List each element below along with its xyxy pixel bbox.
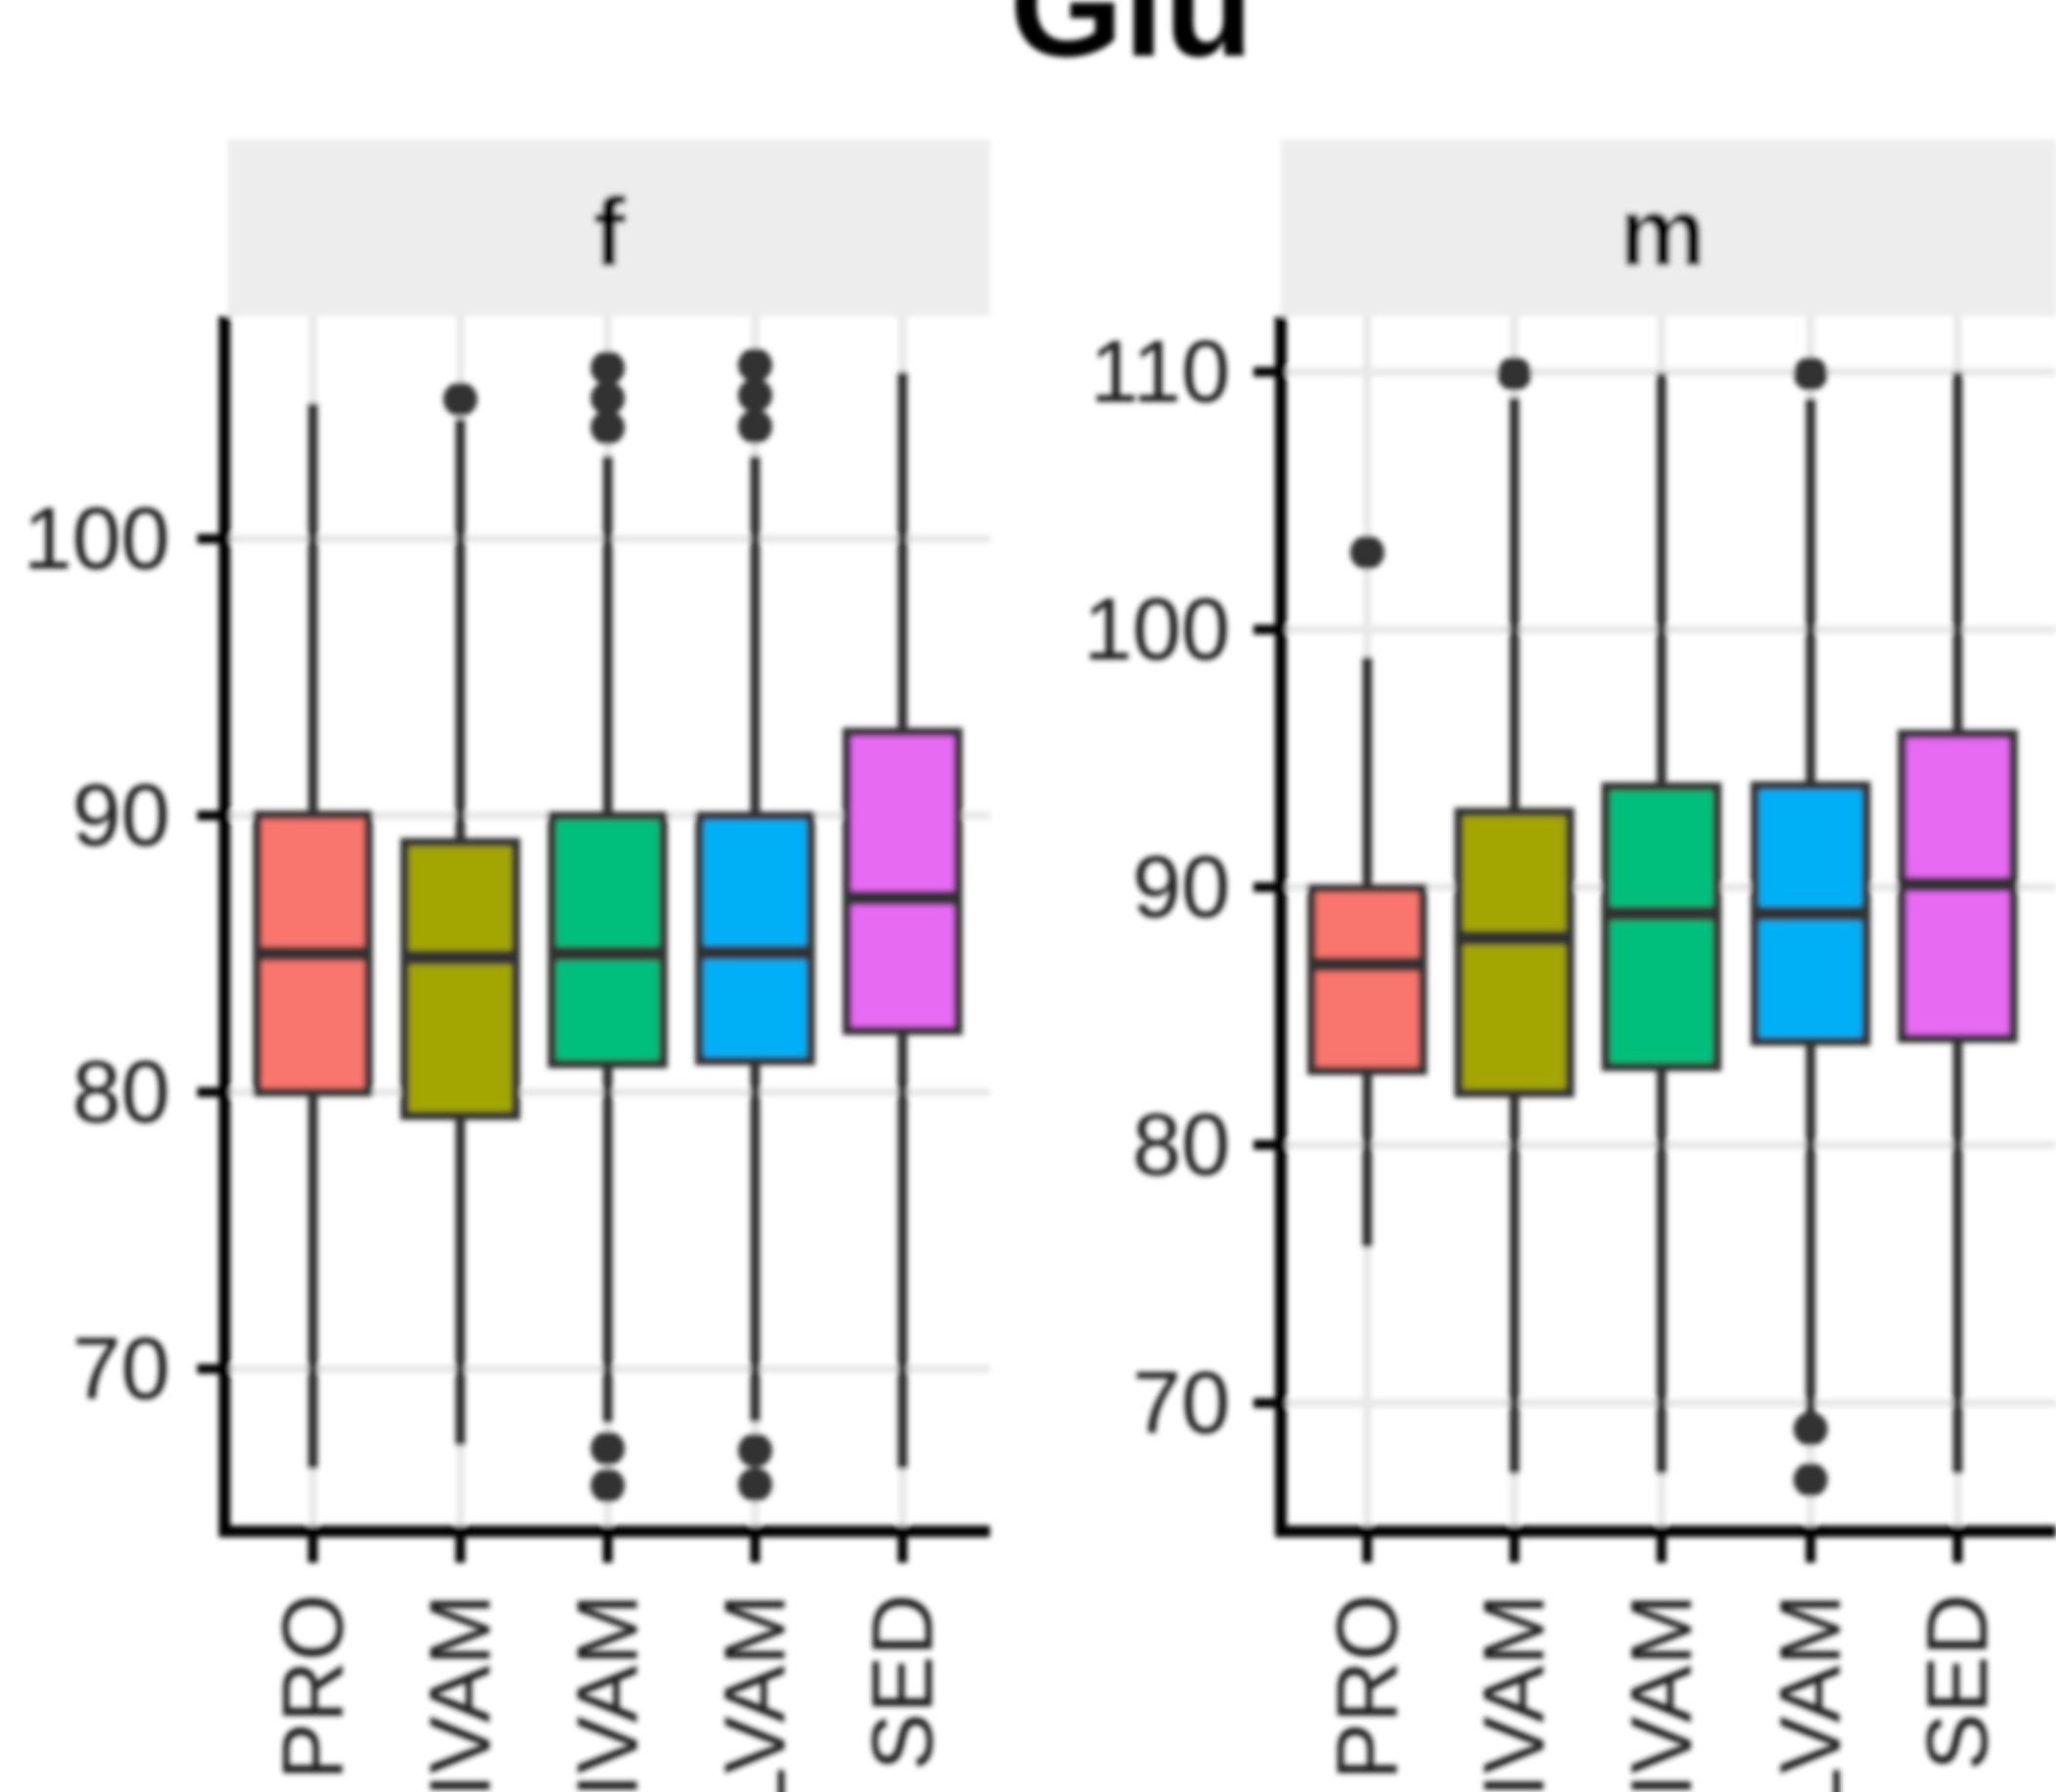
svg-text:90: 90	[72, 767, 170, 865]
svg-text:PRO: PRO	[264, 1594, 360, 1780]
svg-text:110: 110	[1090, 324, 1230, 422]
svg-text:f: f	[593, 178, 626, 287]
svg-text:SED: SED	[1909, 1594, 2005, 1771]
svg-text:LIVAM: LIVAM	[411, 1594, 508, 1792]
svg-text:SED: SED	[853, 1594, 950, 1771]
svg-text:100: 100	[23, 491, 170, 589]
svg-text:LVAM: LVAM	[1762, 1594, 1859, 1792]
svg-text:LVAM: LVAM	[706, 1594, 802, 1792]
svg-text:80: 80	[72, 1044, 170, 1142]
svg-text:90: 90	[1132, 839, 1230, 937]
svg-text:LIVAM: LIVAM	[1465, 1594, 1562, 1792]
svg-text:80: 80	[1132, 1097, 1230, 1195]
svg-text:70: 70	[72, 1321, 170, 1418]
svg-text:100: 100	[1084, 582, 1230, 679]
svg-text:MIVAM: MIVAM	[1613, 1594, 1709, 1792]
svg-text:PRO: PRO	[1318, 1594, 1415, 1780]
svg-text:MIVAM: MIVAM	[558, 1594, 655, 1792]
svg-text:m: m	[1620, 178, 1706, 287]
svg-text:70: 70	[1132, 1355, 1230, 1452]
svg-text:Glu: Glu	[1009, 0, 1254, 87]
